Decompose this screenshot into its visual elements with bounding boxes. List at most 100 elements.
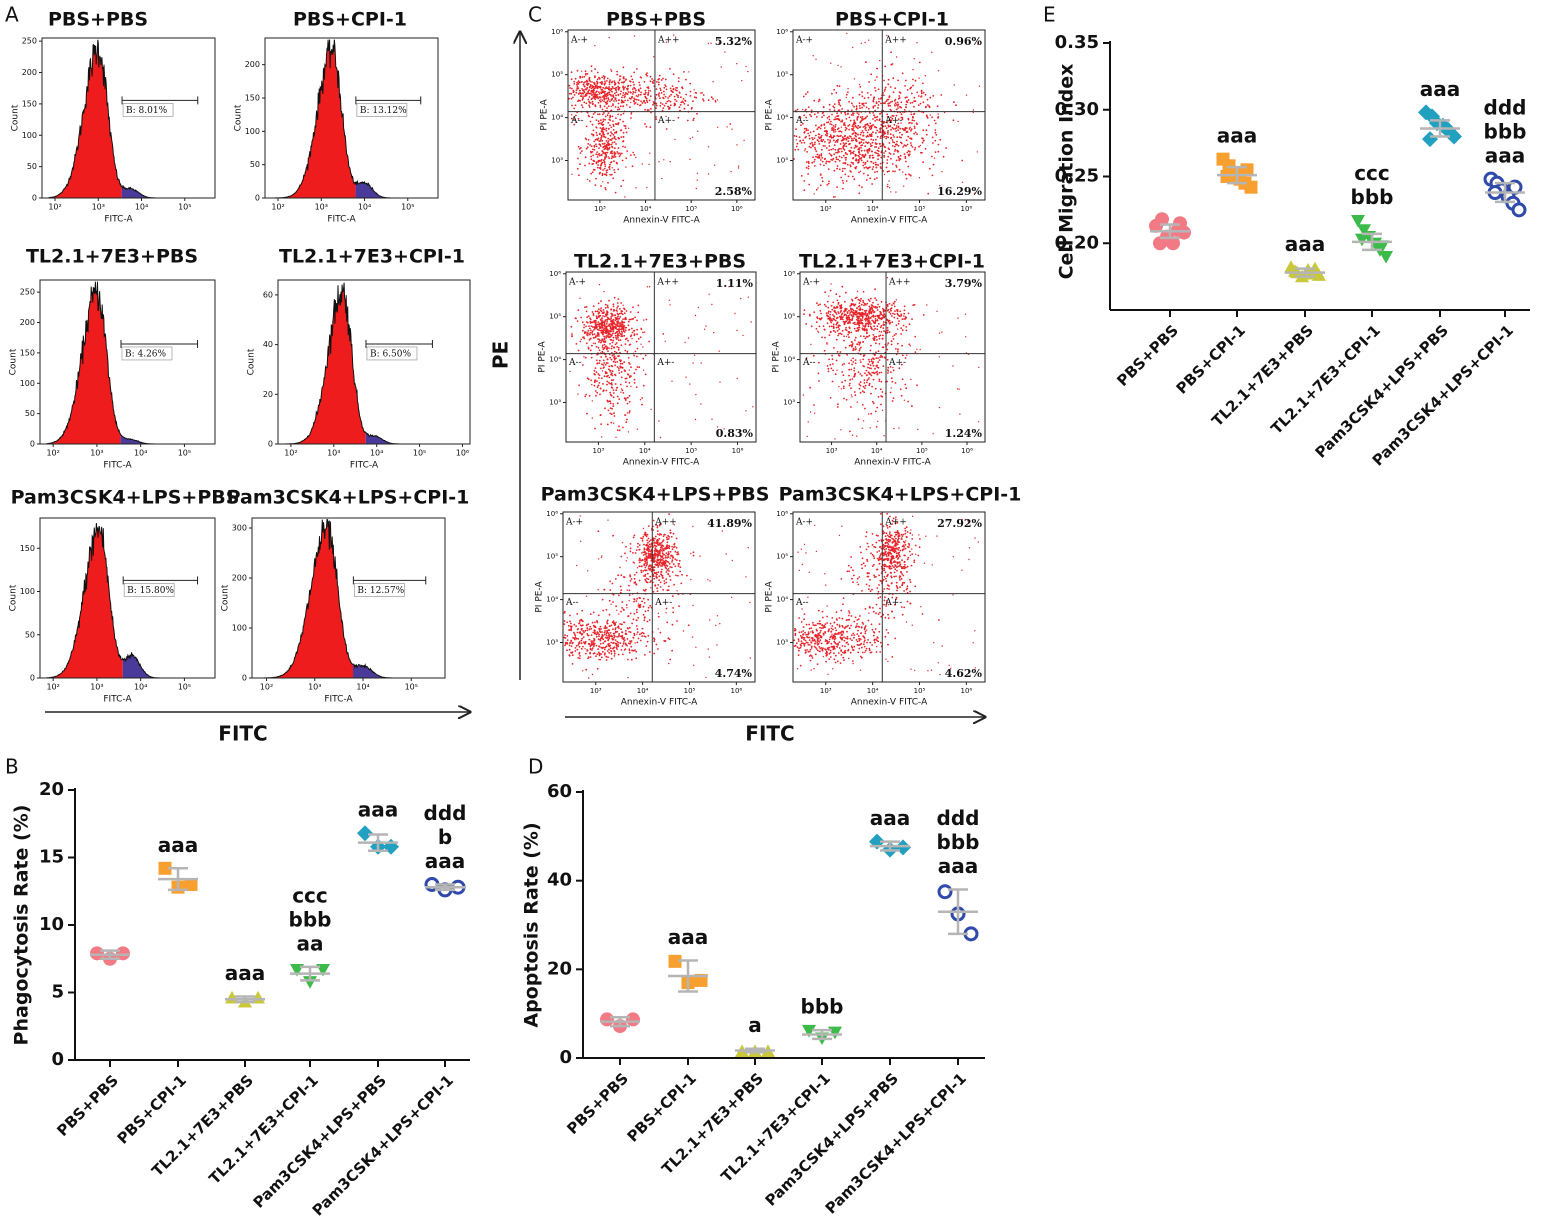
event-dot — [598, 359, 601, 362]
event-dot — [914, 146, 917, 149]
event-dot — [649, 90, 652, 92]
event-dot — [871, 400, 874, 403]
event-dot — [592, 314, 595, 316]
event-dot — [577, 117, 580, 120]
event-dot — [642, 554, 645, 556]
event-dot — [850, 161, 853, 164]
event-dot — [644, 553, 647, 556]
event-dot — [862, 142, 865, 144]
event-dot — [857, 113, 860, 116]
event-dot — [594, 96, 597, 99]
event-dot — [898, 168, 901, 171]
histogram-positive — [122, 652, 194, 678]
event-dot — [664, 95, 667, 98]
event-dot — [673, 102, 676, 105]
y-tick-label: 10⁵ — [776, 71, 788, 79]
event-dot — [869, 134, 872, 136]
event-dot — [852, 112, 855, 115]
event-dot — [857, 305, 860, 308]
event-dot — [819, 310, 822, 312]
event-dot — [601, 326, 604, 329]
event-dot — [598, 377, 600, 379]
x-tick-label: 10⁴ — [135, 203, 148, 212]
event-dot — [836, 369, 838, 371]
event-dot — [861, 106, 863, 109]
event-dot — [647, 578, 650, 581]
event-dot — [639, 639, 642, 642]
event-dot — [611, 90, 613, 93]
event-dot — [608, 83, 611, 86]
event-dot — [936, 105, 939, 108]
event-dot — [646, 581, 649, 584]
event-dot — [897, 348, 899, 350]
event-dot — [858, 137, 860, 140]
event-dot — [658, 95, 660, 97]
event-dot — [596, 386, 599, 389]
event-dot — [612, 620, 615, 622]
event-dot — [838, 385, 840, 388]
event-dot — [638, 565, 641, 568]
event-dot — [583, 337, 586, 340]
event-dot — [576, 648, 579, 651]
event-dot — [922, 161, 924, 164]
event-dot — [644, 573, 647, 576]
event-dot — [636, 319, 638, 322]
event-dot — [880, 380, 883, 383]
event-dot — [672, 91, 674, 94]
event-dot — [818, 155, 820, 158]
event-dot — [600, 136, 603, 139]
event-dot — [591, 344, 593, 347]
event-dot — [619, 308, 621, 310]
event-dot — [890, 309, 892, 312]
event-dot — [610, 105, 612, 108]
event-dot — [952, 119, 955, 122]
event-dot — [590, 634, 593, 636]
event-dot — [838, 103, 841, 106]
event-dot — [812, 138, 814, 141]
event-dot — [642, 632, 645, 635]
event-dot — [624, 127, 627, 130]
event-dot — [813, 161, 815, 163]
event-dot — [628, 318, 631, 321]
event-dot — [607, 88, 610, 91]
event-dot — [894, 148, 897, 151]
event-dot — [823, 328, 826, 331]
event-dot — [870, 392, 872, 395]
event-dot — [636, 631, 639, 633]
event-dot — [888, 187, 891, 189]
event-dot — [871, 362, 874, 365]
event-dot — [886, 115, 889, 118]
event-dot — [935, 134, 938, 136]
event-dot — [897, 314, 899, 316]
event-dot — [609, 371, 611, 373]
event-dot — [634, 102, 637, 104]
event-dot — [612, 305, 615, 308]
event-dot — [619, 129, 622, 132]
event-dot — [659, 97, 661, 100]
event-dot — [886, 185, 889, 188]
event-dot — [635, 549, 638, 551]
event-dot — [568, 92, 571, 95]
event-dot — [614, 147, 616, 150]
event-dot — [669, 550, 672, 553]
event-dot — [606, 100, 609, 103]
event-dot — [911, 146, 914, 148]
event-dot — [846, 353, 848, 356]
event-dot — [859, 384, 862, 387]
event-dot — [886, 380, 889, 383]
y-tick-label: 50 — [25, 409, 35, 418]
event-dot — [845, 308, 848, 310]
event-dot — [579, 163, 581, 166]
event-dot — [942, 155, 945, 158]
event-dot — [833, 315, 836, 318]
event-dot — [633, 354, 636, 357]
event-dot — [879, 162, 882, 165]
event-dot — [575, 91, 578, 94]
event-dot — [802, 394, 805, 396]
event-dot — [803, 313, 805, 315]
event-dot — [602, 146, 604, 149]
event-dot — [855, 311, 858, 314]
event-dot — [858, 142, 861, 145]
event-dot — [602, 315, 604, 317]
